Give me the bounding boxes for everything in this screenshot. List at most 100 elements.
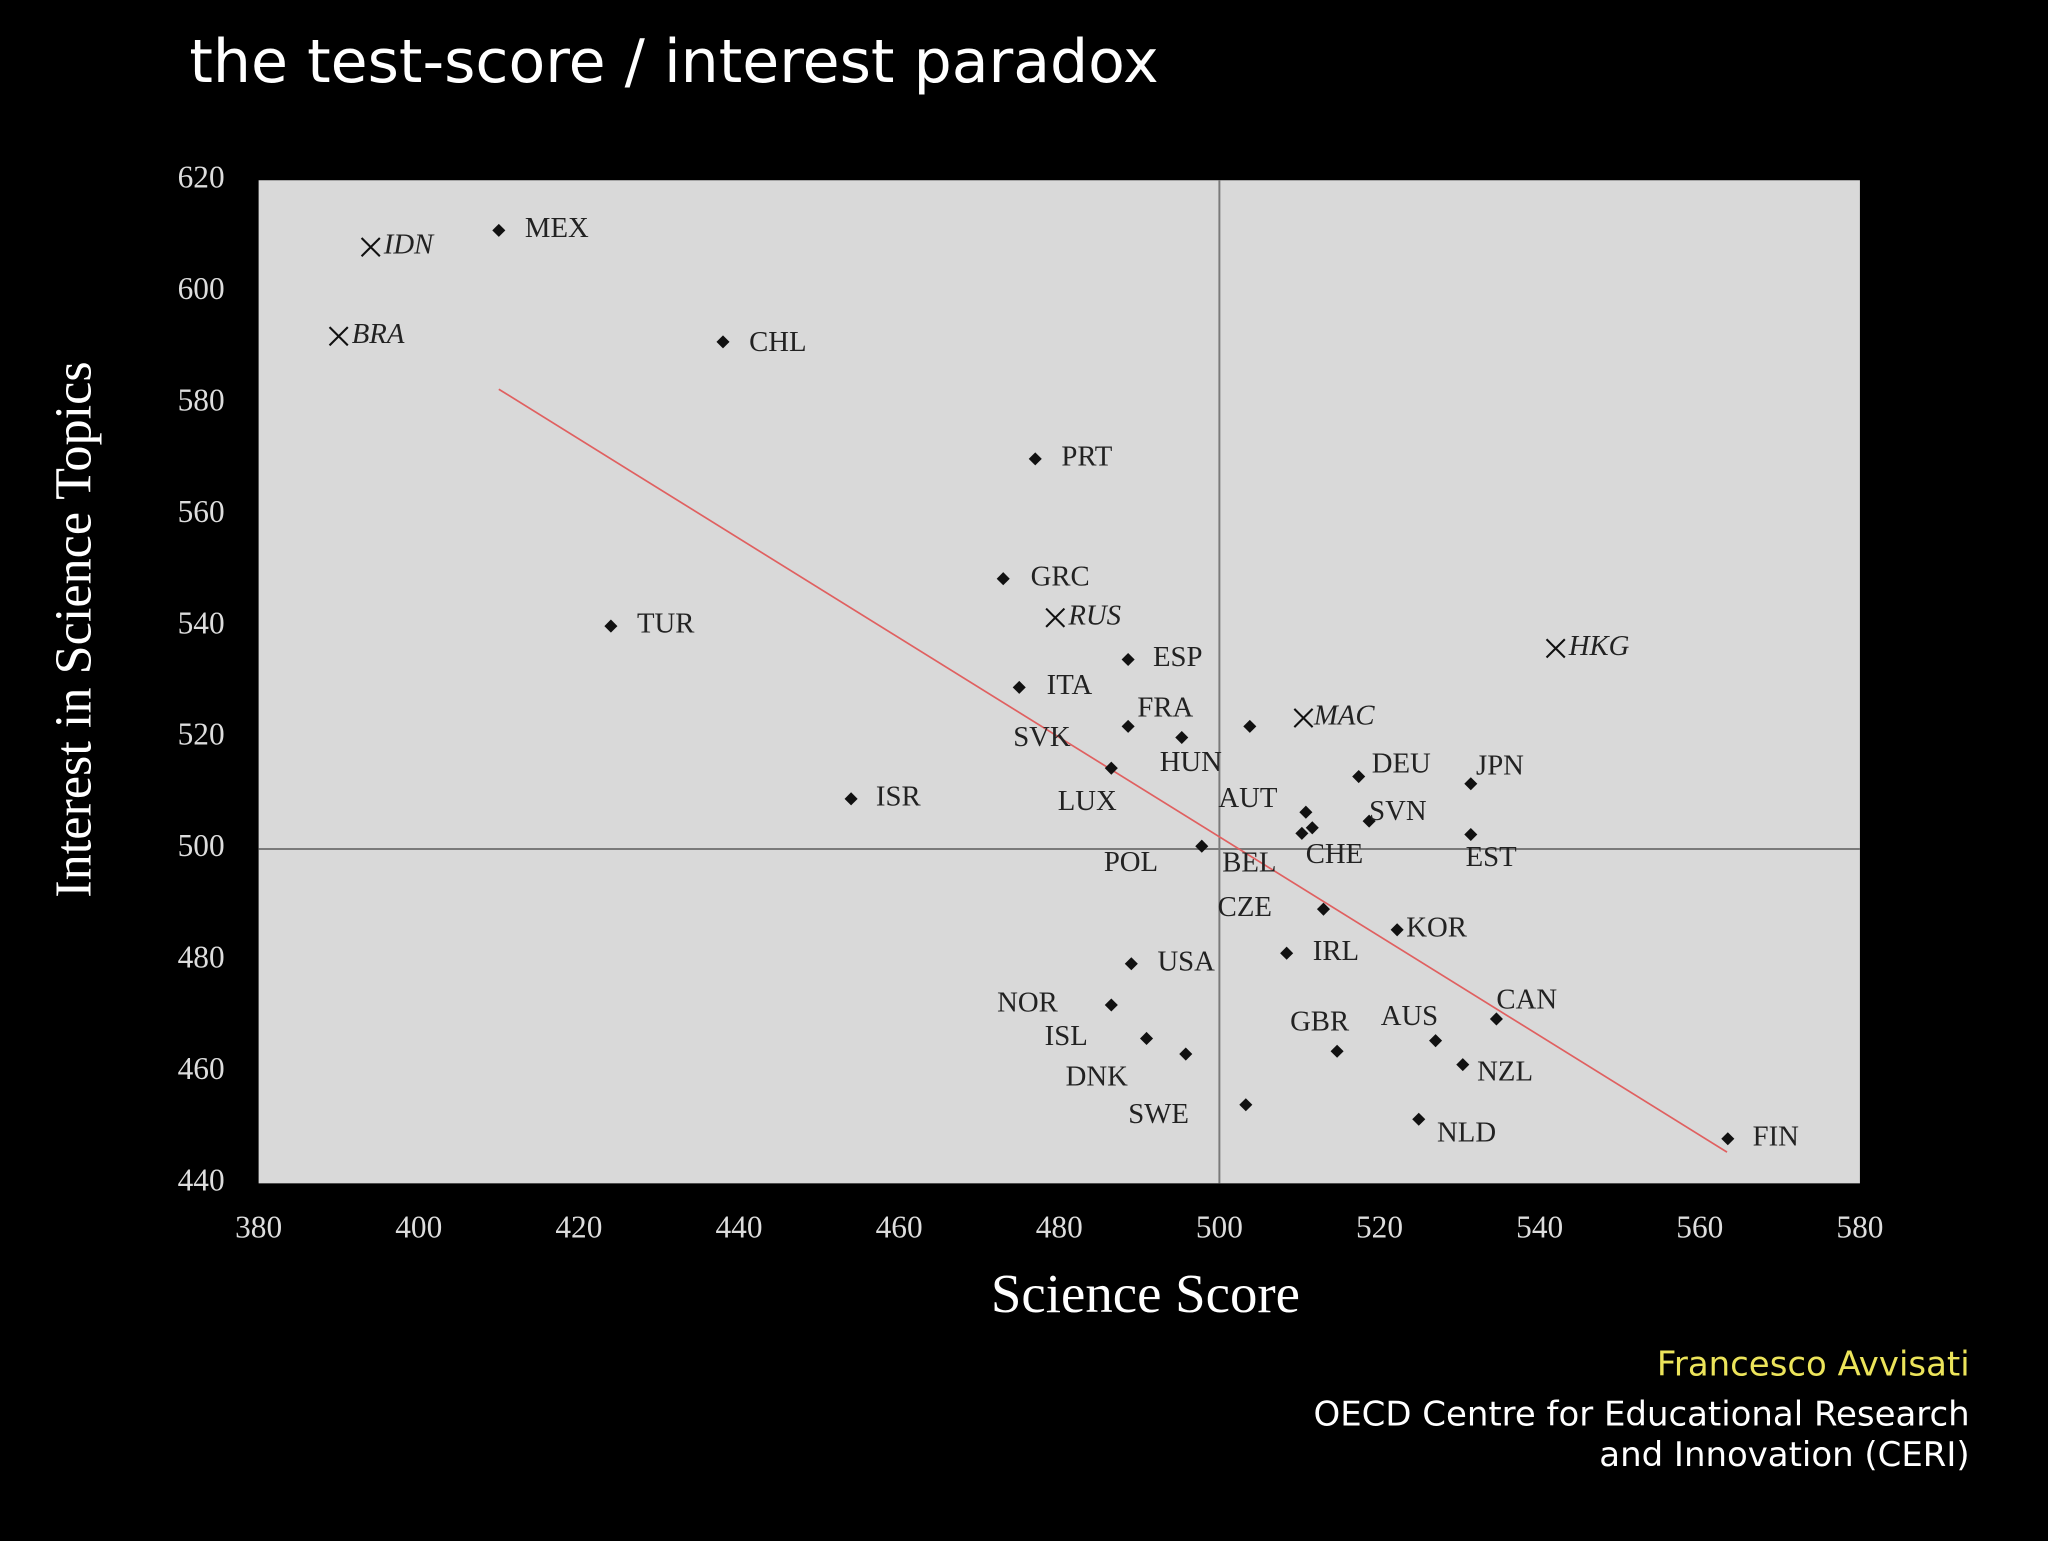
point-diamond [716, 335, 730, 349]
organization: OECD Centre for Educational Research [1313, 1394, 1969, 1434]
point-diamond [1012, 680, 1026, 694]
point-label: NZL [1477, 1055, 1533, 1087]
point-diamond [1280, 946, 1294, 960]
point-label: USA [1157, 945, 1215, 977]
point-diamond [1121, 652, 1135, 667]
point-label: CAN [1496, 984, 1557, 1016]
point-diamond [1330, 1044, 1344, 1058]
point-label: CHE [1306, 838, 1363, 870]
point-diamond [1104, 998, 1118, 1012]
point-label: ISL [1045, 1020, 1088, 1052]
x-tick-label: 440 [716, 1210, 763, 1245]
x-tick-label: 580 [1836, 1210, 1883, 1245]
point-cross [1293, 708, 1314, 728]
point-diamond [1295, 826, 1309, 840]
point-label: GBR [1290, 1005, 1350, 1037]
point-label: POL [1104, 846, 1158, 878]
point-diamond [1179, 1047, 1193, 1061]
point-label: ITA [1047, 669, 1093, 701]
point-label: PRT [1061, 440, 1112, 472]
point-diamond [996, 572, 1010, 586]
chart-title: the test-score / interest paradox [189, 27, 1158, 97]
point-label: FRA [1137, 692, 1193, 724]
x-tick-label: 420 [555, 1210, 602, 1245]
point-label: ESP [1153, 641, 1203, 673]
point-diamond [1429, 1034, 1443, 1048]
x-axis-label: Science Score [991, 1263, 1300, 1324]
point-label: FIN [1753, 1120, 1800, 1152]
point-label: IDN [383, 229, 435, 261]
point-diamond [1305, 821, 1319, 835]
x-tick-label: 520 [1356, 1210, 1403, 1245]
point-diamond [1195, 839, 1209, 853]
point-label: GRC [1031, 560, 1090, 592]
point-cross [360, 237, 381, 258]
point-label: MEX [525, 212, 589, 244]
y-tick-label: 500 [178, 828, 225, 863]
point-label: HUN [1160, 746, 1222, 778]
point-diamond [844, 792, 858, 806]
y-tick-label: 540 [178, 605, 225, 640]
point-diamond [1124, 957, 1138, 971]
point-diamond [1412, 1112, 1426, 1126]
point-label: HKG [1568, 630, 1630, 662]
point-diamond [1104, 761, 1118, 775]
y-tick-label: 620 [178, 159, 225, 194]
point-diamond [1721, 1132, 1735, 1146]
x-tick-label: 560 [1676, 1210, 1723, 1245]
y-tick-label: 600 [178, 271, 225, 306]
y-axis-label: Interest in Science Topics [44, 361, 102, 897]
point-label: SWE [1128, 1098, 1189, 1130]
x-tick-label: 540 [1516, 1210, 1563, 1245]
point-diamond [1362, 814, 1376, 828]
y-tick-label: 560 [178, 494, 225, 529]
point-cross [1045, 607, 1066, 628]
point-label: EST [1466, 841, 1518, 873]
point-diamond [1239, 1098, 1253, 1112]
author: Francesco Avvisati [1657, 1345, 1970, 1385]
point-cross [328, 326, 349, 347]
point-diamond [1390, 923, 1404, 937]
point-label: IRL [1313, 935, 1359, 967]
point-diamond [1489, 1012, 1503, 1026]
x-tick-label: 380 [235, 1210, 282, 1245]
y-tick-label: 580 [178, 382, 225, 417]
point-diamond [1121, 719, 1135, 733]
point-label: DNK [1066, 1060, 1128, 1092]
point-diamond [1456, 1058, 1470, 1072]
point-label: AUS [1381, 1000, 1438, 1032]
point-label: DEU [1372, 748, 1431, 780]
point-label: LUX [1058, 785, 1117, 817]
point-label: CZE [1218, 891, 1272, 923]
point-label: BRA [352, 318, 405, 350]
point-label: SVN [1369, 795, 1427, 827]
point-label: RUS [1067, 599, 1121, 631]
y-tick-label: 520 [178, 717, 225, 752]
x-tick-label: 500 [1196, 1210, 1243, 1245]
point-diamond [1316, 902, 1331, 916]
point-diamond [1175, 730, 1189, 745]
point-label: AUT [1218, 782, 1277, 814]
point-label: CHL [749, 326, 806, 358]
point-label: NLD [1437, 1117, 1496, 1149]
point-label: MAC [1313, 700, 1375, 732]
point-label: SVK [1013, 721, 1071, 753]
plot-area [258, 180, 1860, 1184]
point-label: ISR [876, 780, 922, 812]
point-diamond [1243, 719, 1257, 733]
y-tick-label: 480 [178, 940, 225, 975]
x-tick-label: 400 [395, 1210, 442, 1245]
point-diamond [1140, 1031, 1154, 1045]
x-tick-label: 460 [876, 1210, 923, 1245]
organization: and Innovation (CERI) [1599, 1435, 1969, 1475]
y-tick-label: 460 [178, 1051, 225, 1086]
x-tick-label: 480 [1036, 1210, 1083, 1245]
point-diamond [604, 619, 618, 633]
point-label: TUR [637, 608, 695, 640]
point-label: JPN [1476, 750, 1524, 782]
point-label: BEL [1222, 846, 1276, 878]
point-cross [1545, 638, 1566, 659]
y-tick-label: 440 [178, 1163, 225, 1198]
point-label: NOR [997, 987, 1058, 1019]
